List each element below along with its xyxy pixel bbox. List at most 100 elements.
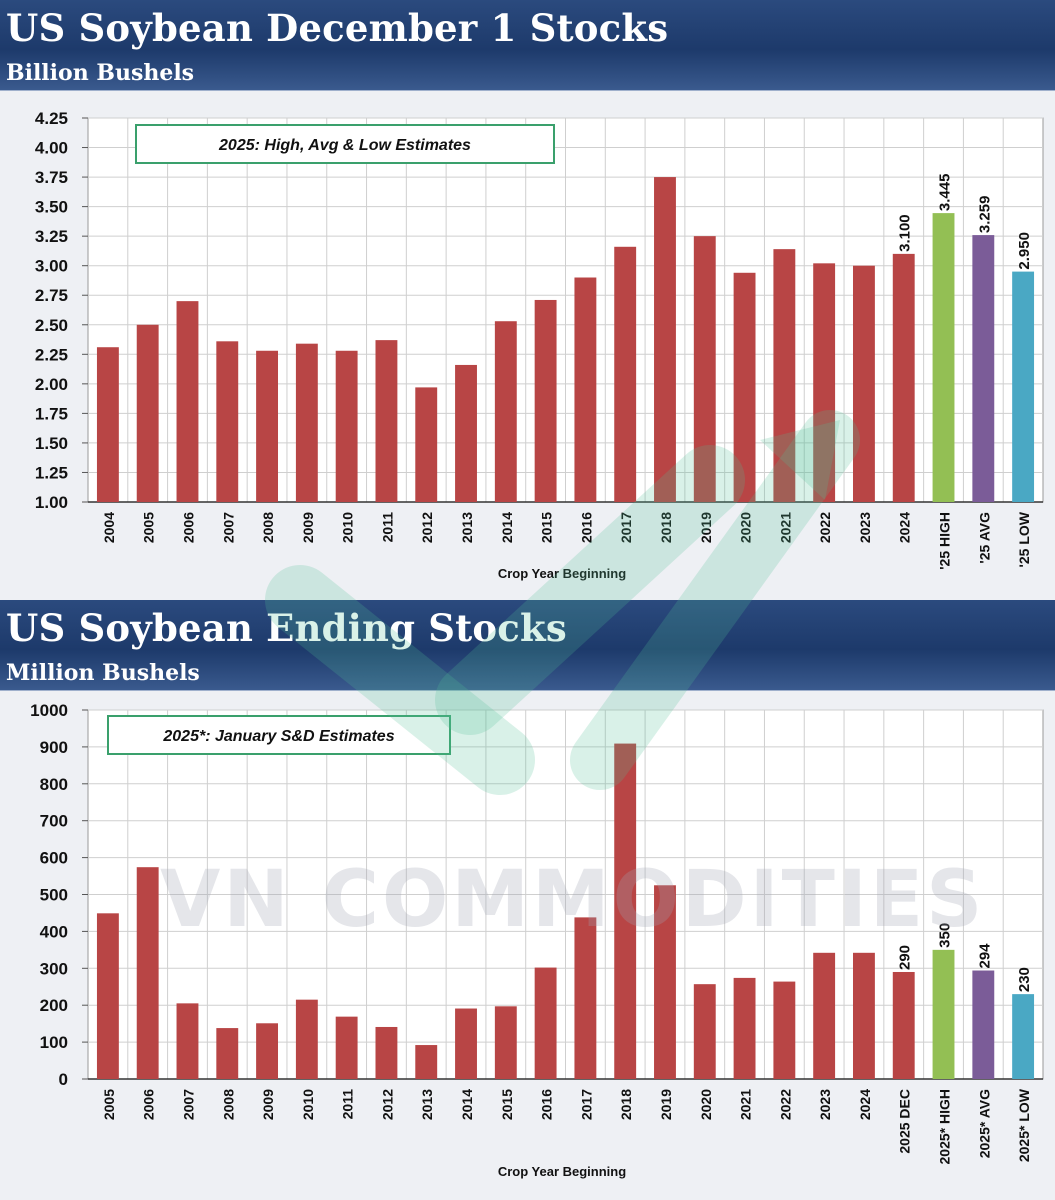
bar xyxy=(176,1003,199,1079)
bar xyxy=(216,341,239,502)
y-tick-label: 1.50 xyxy=(35,434,68,453)
chart-subtitle: Billion Bushels xyxy=(6,60,195,86)
x-tick-label: 2010 xyxy=(300,1089,316,1120)
bar xyxy=(136,324,159,502)
chart-subtitle: Million Bushels xyxy=(6,660,200,686)
y-tick-label: 500 xyxy=(40,886,68,905)
title-band: US Soybean Ending Stocks Million Bushels xyxy=(0,600,1055,691)
bar xyxy=(176,301,199,502)
chart-title: US Soybean December 1 Stocks xyxy=(6,6,669,50)
y-tick-label: 3.75 xyxy=(35,168,68,187)
data-label: 350 xyxy=(937,923,954,948)
x-axis-title: Crop Year Beginning xyxy=(498,566,626,581)
bar xyxy=(1012,271,1035,502)
chart-title: US Soybean Ending Stocks xyxy=(6,606,567,650)
bar xyxy=(96,347,119,502)
bar xyxy=(773,981,796,1079)
x-tick-label: 2011 xyxy=(379,512,395,543)
bar xyxy=(654,885,676,1079)
y-tick-label: 1.00 xyxy=(35,493,68,512)
x-tick-label: 2020 xyxy=(698,1089,714,1120)
bar xyxy=(654,177,676,503)
bar xyxy=(813,952,836,1079)
bar xyxy=(256,350,279,502)
x-tick-label: 2024 xyxy=(857,1089,873,1120)
title-band: US Soybean December 1 Stocks Billion Bus… xyxy=(0,0,1055,91)
bar xyxy=(852,952,875,1079)
annotation-text: 2025: High, Avg & Low Estimates xyxy=(218,137,471,154)
bar-chart-ending-stocks: 0 100 200 300 400 500 600 700 800 900 1000 2025*: J… xyxy=(30,701,1044,1179)
x-tick-label: 2008 xyxy=(260,512,276,543)
bar xyxy=(813,263,836,502)
y-tick-label: 2.50 xyxy=(35,316,68,335)
y-tick-label: 400 xyxy=(40,922,68,941)
bar xyxy=(455,364,477,502)
y-tick-label: 3.50 xyxy=(35,198,68,217)
bar xyxy=(574,917,597,1079)
x-tick-label: 2005 xyxy=(101,1089,117,1120)
chart-panel-ending-stocks: US Soybean Ending Stocks Million Bushels… xyxy=(0,600,1055,1200)
bar xyxy=(972,970,995,1079)
bar xyxy=(295,999,318,1079)
bar xyxy=(494,321,517,502)
x-tick-label: 2022 xyxy=(817,512,833,543)
x-tick-label: 2025* HIGH xyxy=(937,1089,953,1164)
x-tick-label: 2012 xyxy=(419,512,435,543)
annotation-box xyxy=(107,715,451,755)
x-tick-label: 2023 xyxy=(817,1089,833,1120)
x-tick-label: 2025* LOW xyxy=(1016,1088,1032,1162)
x-tick-label: 2014 xyxy=(459,1089,475,1120)
y-tick-label: 4.00 xyxy=(35,139,68,158)
y-tick-label: 0 xyxy=(59,1070,68,1089)
y-tick-label: 200 xyxy=(40,996,68,1015)
x-tick-label: 2017 xyxy=(618,512,634,543)
x-tick-label: '25 HIGH xyxy=(937,512,953,570)
y-tick-label: 100 xyxy=(40,1033,68,1052)
x-tick-label: 2016 xyxy=(539,1089,555,1120)
bar xyxy=(494,1006,517,1079)
x-tick-label: 2006 xyxy=(180,512,196,543)
bar xyxy=(892,971,915,1079)
x-tick-label: 2017 xyxy=(578,1089,594,1120)
bar xyxy=(534,299,557,502)
x-tick-label: 2024 xyxy=(897,512,913,543)
x-tick-label: 2016 xyxy=(578,512,594,543)
bar xyxy=(733,977,756,1079)
annotation-box xyxy=(135,124,555,164)
bar xyxy=(415,387,438,502)
x-tick-label: 2009 xyxy=(260,1089,276,1120)
y-tick-label: 2.25 xyxy=(35,345,68,364)
data-label: 3.259 xyxy=(976,196,993,234)
x-tick-label: '25 AVG xyxy=(976,512,992,564)
bar-chart-dec1-stocks: 1.00 1.25 1.50 1.75 2.00 2.25 2.50 2.75 3.00 3.25… xyxy=(35,109,1044,581)
x-tick-label: 2019 xyxy=(698,512,714,543)
x-tick-label: 2008 xyxy=(220,1089,236,1120)
y-tick-label: 2.75 xyxy=(35,286,68,305)
bar xyxy=(216,1028,239,1079)
data-label: 2.950 xyxy=(1016,232,1033,270)
bar xyxy=(375,340,398,502)
bar xyxy=(335,350,358,502)
x-tick-label: 2009 xyxy=(300,512,316,543)
bar xyxy=(415,1045,438,1079)
x-tick-label: 2025* AVG xyxy=(976,1089,992,1158)
bar xyxy=(96,913,119,1079)
x-tick-label: 2014 xyxy=(499,512,515,543)
bar xyxy=(335,1016,358,1079)
y-tick-label: 1.25 xyxy=(35,463,68,482)
y-tick-label: 300 xyxy=(40,959,68,978)
x-tick-label: 2025 DEC xyxy=(897,1089,913,1154)
bar xyxy=(614,246,637,502)
x-tick-label: 2015 xyxy=(539,512,555,543)
bar xyxy=(534,967,557,1079)
bar xyxy=(375,1026,398,1079)
x-tick-label: 2018 xyxy=(658,512,674,543)
x-tick-label: 2005 xyxy=(141,512,157,543)
x-tick-label: 2021 xyxy=(777,512,793,543)
x-tick-label: 2013 xyxy=(459,512,475,543)
chart-panel-dec1-stocks: US Soybean December 1 Stocks Billion Bus… xyxy=(0,0,1055,581)
y-tick-label: 1.75 xyxy=(35,404,68,423)
x-tick-label: 2013 xyxy=(419,1089,435,1120)
data-label: 3.445 xyxy=(937,174,954,212)
bar xyxy=(574,277,597,502)
